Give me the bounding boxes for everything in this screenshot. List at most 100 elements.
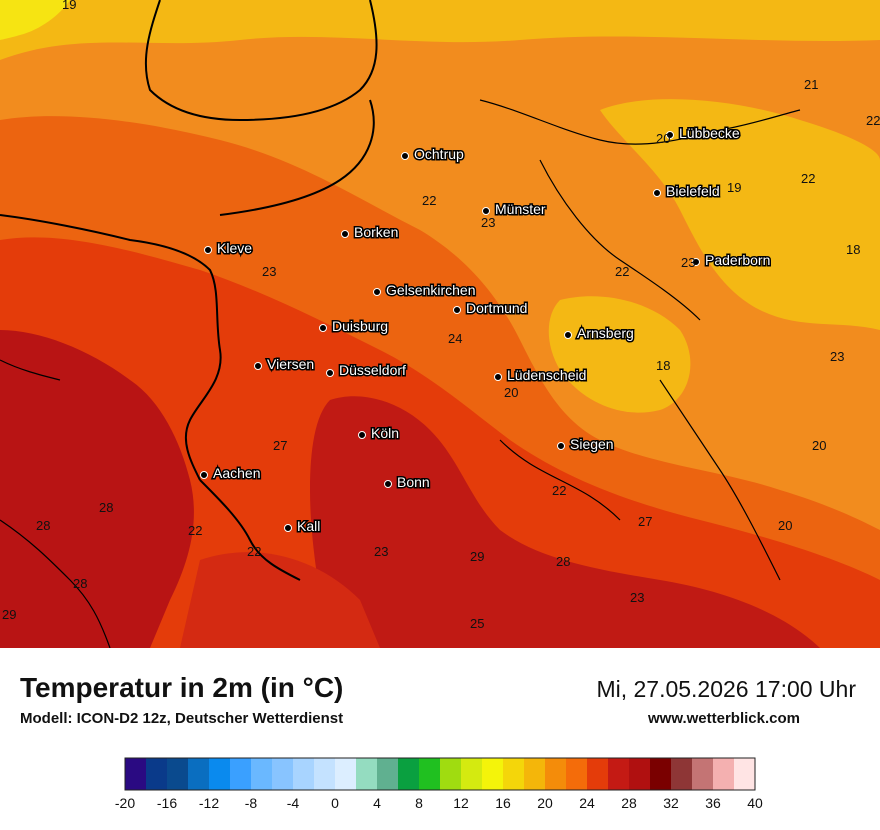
city-dortmund[interactable]: Dortmund <box>453 299 529 318</box>
legend-tick-label: 0 <box>331 795 339 811</box>
city-label: Duisburg <box>332 318 388 334</box>
city-kall[interactable]: Kall <box>284 517 322 536</box>
city-label: Ochtrup <box>414 146 464 162</box>
temp-value: 23 <box>262 264 276 279</box>
temp-value: 24 <box>448 331 462 346</box>
legend-tick-label: 20 <box>537 795 553 811</box>
city-label: Düsseldorf <box>339 362 406 378</box>
legend-swatch <box>314 758 336 790</box>
city-label: Arnsberg <box>577 325 634 341</box>
legend-swatch <box>440 758 462 790</box>
website-link[interactable]: www.wetterblick.com <box>648 710 800 727</box>
temp-zone-yellow-north <box>0 0 880 60</box>
city-label: Kall <box>297 518 320 534</box>
legend-swatch <box>650 758 672 790</box>
legend-swatch <box>671 758 693 790</box>
legend-tick-label: 16 <box>495 795 511 811</box>
legend-swatch <box>713 758 735 790</box>
legend-tick-label: 24 <box>579 795 595 811</box>
city-koeln[interactable]: Köln <box>358 424 401 443</box>
legend-swatch <box>461 758 483 790</box>
legend-tick-label: 28 <box>621 795 637 811</box>
temp-value: 20 <box>656 131 670 146</box>
city-kleve[interactable]: Kleve <box>204 239 254 258</box>
legend-swatch <box>482 758 504 790</box>
legend-swatch <box>230 758 252 790</box>
temp-value: 20 <box>504 385 518 400</box>
temp-zone-red-south <box>180 552 380 648</box>
city-paderborn[interactable]: Paderborn <box>692 251 772 270</box>
color-legend: -20 -16 -12 -8 -4 0 4 8 12 16 20 24 28 32 36 40 <box>0 748 880 818</box>
legend-swatch <box>692 758 714 790</box>
city-label: Siegen <box>570 436 614 452</box>
state-borders <box>0 99 801 648</box>
temp-zone-dark-red-cologne <box>310 396 820 648</box>
legend-tick-label: 32 <box>663 795 679 811</box>
temp-value: 28 <box>556 554 570 569</box>
legend-swatch <box>272 758 294 790</box>
temp-value: 27 <box>638 514 652 529</box>
legend-swatch <box>503 758 525 790</box>
legend-tick-label: 36 <box>705 795 721 811</box>
legend-swatch <box>587 758 609 790</box>
city-label: Lüdenscheid <box>507 367 586 383</box>
city-muenster[interactable]: Münster <box>482 200 547 219</box>
temp-value: 21 <box>804 77 818 92</box>
city-viersen[interactable]: Viersen <box>254 355 316 374</box>
temp-value: 28 <box>99 500 113 515</box>
city-label: Borken <box>354 224 398 240</box>
temp-value: 29 <box>2 607 16 622</box>
city-label: Lübbecke <box>679 125 740 141</box>
temp-value: 19 <box>727 180 741 195</box>
city-bielefeld[interactable]: Bielefeld <box>653 182 721 201</box>
legend-swatch <box>356 758 378 790</box>
temp-zone-yellow-sauerland <box>548 296 691 413</box>
city-ochtrup[interactable]: Ochtrup <box>401 145 466 164</box>
legend-tick-label: -8 <box>245 795 258 811</box>
city-arnsberg[interactable]: Arnsberg <box>564 324 635 343</box>
temp-value: 22 <box>422 193 436 208</box>
legend-tick-label: -20 <box>115 795 135 811</box>
footer-panel: Temperatur in 2m (in °C) Modell: ICON-D2… <box>0 648 880 830</box>
temperature-values: 19 21 22 20 19 22 22 23 18 23 22 23 24 2… <box>2 0 880 631</box>
temp-value: 27 <box>273 438 287 453</box>
legend-tick-label: -12 <box>199 795 219 811</box>
city-markers: Ochtrup Lübbecke Bielefeld Münster Borke… <box>200 124 772 536</box>
temp-value: 23 <box>481 215 495 230</box>
city-label: Paderborn <box>705 252 770 268</box>
city-luedenscheid[interactable]: Lüdenscheid <box>494 366 588 385</box>
legend-swatch <box>377 758 399 790</box>
city-gelsenkirchen[interactable]: Gelsenkirchen <box>373 281 477 300</box>
legend-swatch <box>335 758 357 790</box>
model-info: Modell: ICON-D2 12z, Deutscher Wetterdie… <box>20 710 344 727</box>
legend-swatch <box>125 758 147 790</box>
city-label: Kleve <box>217 240 252 256</box>
legend-swatch <box>545 758 567 790</box>
city-bonn[interactable]: Bonn <box>384 473 431 492</box>
temp-value: 23 <box>630 590 644 605</box>
city-label: Aachen <box>213 465 260 481</box>
temp-zone-dark-red-west <box>0 330 194 648</box>
legend-swatch <box>209 758 231 790</box>
legend-swatch <box>146 758 168 790</box>
city-borken[interactable]: Borken <box>341 223 400 242</box>
city-aachen[interactable]: Aachen <box>200 464 262 483</box>
legend-swatch <box>188 758 210 790</box>
city-siegen[interactable]: Siegen <box>557 435 615 454</box>
temp-zone-yellow-northeast <box>600 99 880 330</box>
temp-value: 25 <box>470 616 484 631</box>
temp-value: 23 <box>681 255 695 270</box>
temp-value: 22 <box>615 264 629 279</box>
temp-zone-bright-yellow <box>0 0 70 40</box>
map-title: Temperatur in 2m (in °C) <box>20 672 344 703</box>
temp-value: 22 <box>188 523 202 538</box>
temp-value: 20 <box>812 438 826 453</box>
temp-value: 22 <box>552 483 566 498</box>
legend-tick-label: 40 <box>747 795 763 811</box>
city-duesseldorf[interactable]: Düsseldorf <box>326 361 408 380</box>
temperature-map: Ochtrup Lübbecke Bielefeld Münster Borke… <box>0 0 880 648</box>
city-luebbecke[interactable]: Lübbecke <box>666 124 741 143</box>
legend-swatch <box>167 758 189 790</box>
city-duisburg[interactable]: Duisburg <box>319 317 390 336</box>
city-label: Dortmund <box>466 300 527 316</box>
